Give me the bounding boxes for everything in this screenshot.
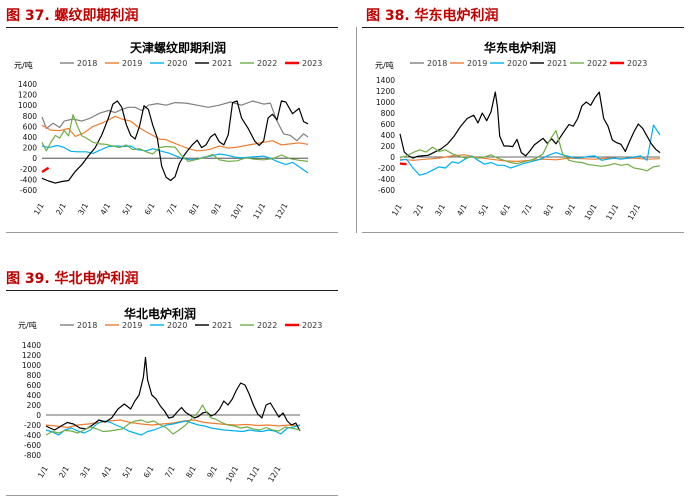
legend-label: 2021 bbox=[212, 321, 232, 330]
y-tick-label: 600 bbox=[27, 381, 42, 390]
y-tick-label: -800 bbox=[24, 451, 41, 460]
y-tick-label: 200 bbox=[381, 142, 396, 151]
x-tick-label: 6/1 bbox=[142, 464, 156, 479]
series-line-2023 bbox=[41, 166, 50, 174]
y-axis-unit-label: 元/吨 bbox=[18, 320, 37, 330]
caption-rule bbox=[362, 27, 684, 28]
x-tick-label: 2/1 bbox=[57, 464, 71, 479]
legend-label: 2023 bbox=[302, 59, 322, 68]
y-tick-label: 1000 bbox=[18, 101, 37, 110]
x-tick-label: 12/1 bbox=[266, 464, 282, 483]
legend-label: 2018 bbox=[427, 59, 447, 68]
y-tick-label: 1400 bbox=[22, 341, 41, 350]
legend-label: 2022 bbox=[257, 59, 277, 68]
y-tick-label: -200 bbox=[378, 164, 395, 173]
y-tick-label: 800 bbox=[381, 109, 396, 118]
legend-label: 2022 bbox=[587, 59, 607, 68]
chart-title: 华北电炉利润 bbox=[124, 306, 196, 321]
legend-label: 2019 bbox=[122, 59, 142, 68]
series-line-2022 bbox=[41, 114, 309, 162]
legend-label: 2019 bbox=[122, 321, 142, 330]
y-tick-label: -400 bbox=[378, 175, 395, 184]
series-line-2021 bbox=[45, 356, 301, 432]
x-tick-label: 1/1 bbox=[36, 464, 50, 479]
series-line-2021 bbox=[41, 100, 309, 184]
series-line-2019 bbox=[41, 115, 309, 152]
legend-label: 2022 bbox=[257, 321, 277, 330]
figure-caption: 图 37. 螺纹即期利润 bbox=[6, 8, 139, 24]
y-tick-label: 1000 bbox=[376, 98, 395, 107]
figure-caption: 图 39. 华北电炉利润 bbox=[6, 271, 139, 287]
y-tick-label: 200 bbox=[27, 401, 42, 410]
series-line-2020 bbox=[41, 144, 309, 174]
y-tick-label: 1200 bbox=[18, 91, 37, 100]
y-tick-label: 0 bbox=[32, 154, 37, 163]
caption-rule bbox=[6, 27, 338, 28]
series-line-2020 bbox=[45, 420, 301, 436]
x-tick-label: 7/1 bbox=[163, 464, 177, 479]
legend-label: 2021 bbox=[212, 59, 232, 68]
x-tick-label: 9/1 bbox=[205, 464, 219, 479]
y-tick-label: -200 bbox=[20, 165, 37, 174]
y-tick-label: 400 bbox=[381, 131, 396, 140]
x-tick-label: 10/1 bbox=[224, 464, 240, 483]
y-tick-label: 1400 bbox=[376, 76, 395, 85]
y-tick-label: -200 bbox=[24, 421, 41, 430]
x-tick-label: 5/1 bbox=[121, 464, 135, 479]
legend-label: 2018 bbox=[77, 59, 97, 68]
panel-bottom-rule bbox=[6, 495, 338, 496]
legend-label: 2018 bbox=[77, 321, 97, 330]
y-tick-label: 600 bbox=[381, 120, 396, 129]
y-axis-unit-label: 元/吨 bbox=[14, 60, 33, 70]
legend-label: 2020 bbox=[167, 321, 187, 330]
x-tick-label: 4/1 bbox=[99, 464, 113, 479]
legend-label: 2020 bbox=[167, 59, 187, 68]
legend-label: 2021 bbox=[547, 59, 567, 68]
y-tick-label: 400 bbox=[23, 133, 38, 142]
series-line-2022 bbox=[45, 404, 301, 436]
y-tick-label: 400 bbox=[27, 391, 42, 400]
y-tick-label: 1000 bbox=[22, 361, 41, 370]
y-tick-label: 1400 bbox=[18, 80, 37, 89]
caption-rule bbox=[6, 290, 338, 291]
y-tick-label: -600 bbox=[24, 441, 41, 450]
y-tick-label: 1200 bbox=[22, 351, 41, 360]
y-tick-label: 800 bbox=[27, 371, 42, 380]
figure-caption: 图 38. 华东电炉利润 bbox=[366, 8, 499, 24]
series-line-2021 bbox=[399, 91, 661, 159]
y-tick-label: 800 bbox=[23, 112, 38, 121]
y-axis-unit-label: 元/吨 bbox=[375, 60, 394, 70]
chart-title: 华东电炉利润 bbox=[484, 40, 556, 55]
legend-label: 2020 bbox=[507, 59, 527, 68]
legend-label: 2019 bbox=[467, 59, 487, 68]
x-tick-label: 11/1 bbox=[245, 464, 261, 483]
series-line-2023 bbox=[399, 162, 407, 166]
series-line-2022 bbox=[399, 130, 661, 172]
x-tick-label: 8/1 bbox=[184, 464, 198, 479]
series-line-2019 bbox=[45, 419, 301, 429]
chart-title: 天津螺纹即期利润 bbox=[130, 40, 226, 55]
y-tick-label: -600 bbox=[20, 186, 37, 195]
y-tick-label: -400 bbox=[20, 175, 37, 184]
series-line-2020 bbox=[399, 124, 661, 176]
legend-label: 2023 bbox=[302, 321, 322, 330]
y-tick-label: -600 bbox=[378, 186, 395, 195]
panel-bottom-rule bbox=[6, 232, 338, 233]
y-tick-label: 0 bbox=[36, 411, 41, 420]
legend-label: 2023 bbox=[627, 59, 647, 68]
y-tick-label: -400 bbox=[24, 431, 41, 440]
series-line-2018 bbox=[41, 100, 309, 142]
y-tick-label: 1200 bbox=[376, 87, 395, 96]
y-tick-label: 0 bbox=[390, 153, 395, 162]
panel-bottom-rule bbox=[362, 232, 684, 233]
y-tick-label: 600 bbox=[23, 122, 38, 131]
x-tick-label: 3/1 bbox=[78, 464, 92, 479]
y-tick-label: 200 bbox=[23, 144, 38, 153]
panel-divider bbox=[356, 27, 357, 233]
